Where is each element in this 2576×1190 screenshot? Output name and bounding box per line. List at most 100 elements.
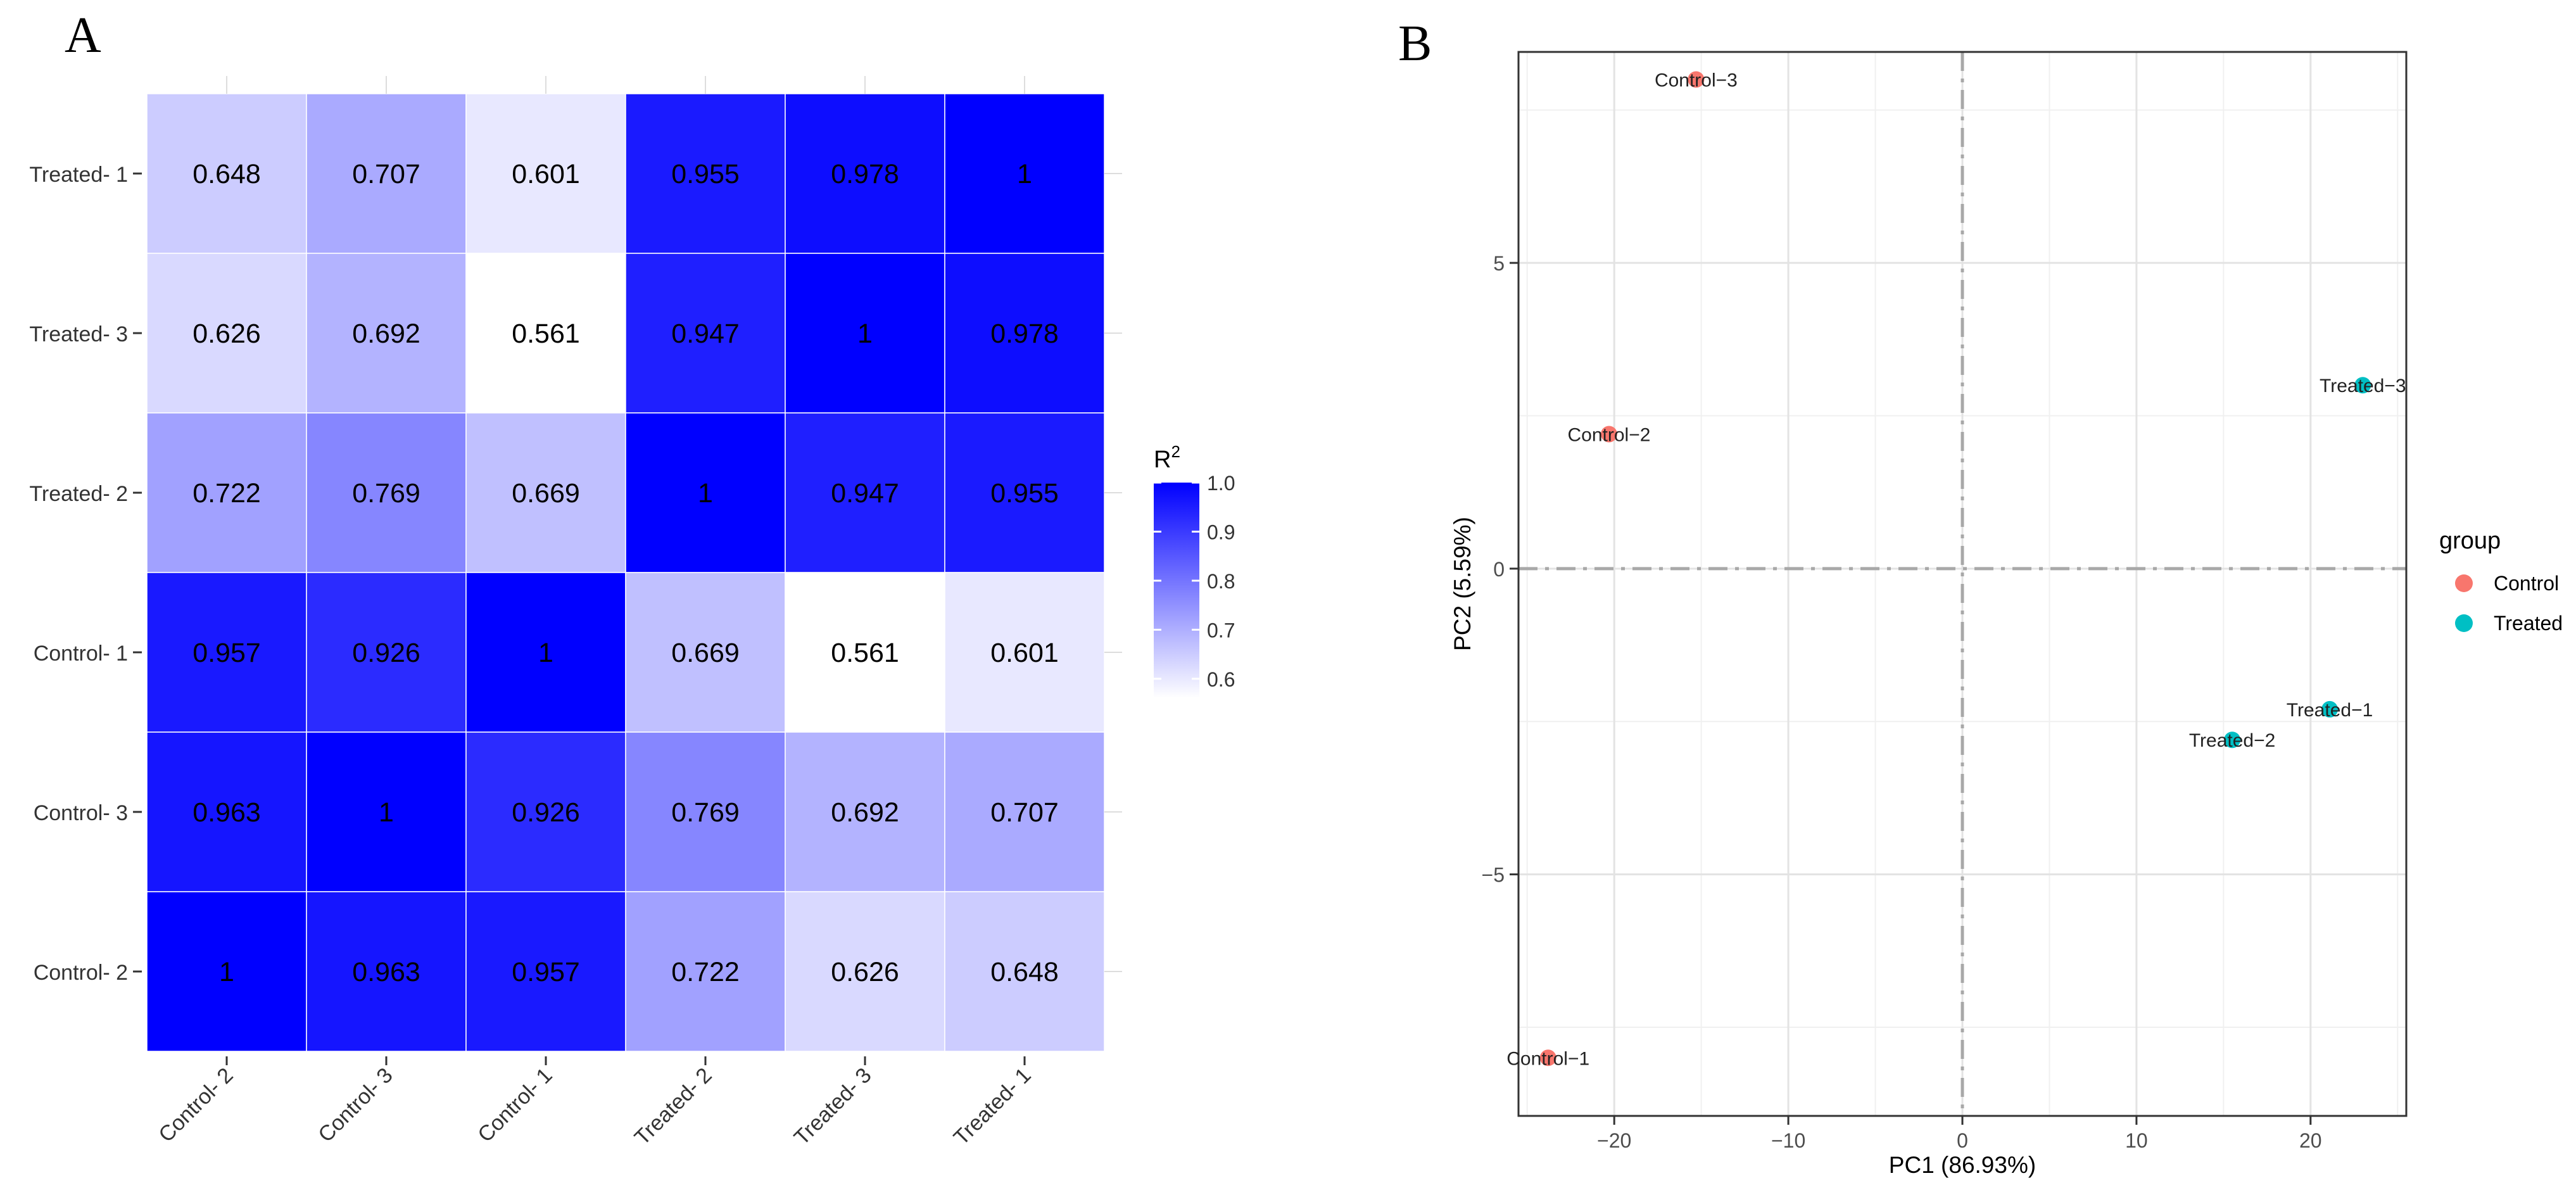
heatmap-panel: A 0.648 0.707 0.601 0.955 0.978 10.626 0.692 0.… <box>29 8 1235 1150</box>
heatmap-cell-treated-2-treated-1 <box>944 412 1105 573</box>
column-label-control-2: Control- 2 <box>154 1063 237 1147</box>
heatmap-value-label: 0.561 <box>512 319 580 349</box>
point-label-control-1: Control−1 <box>1506 1048 1589 1069</box>
colorbar-tick-label: 0.6 <box>1207 668 1235 691</box>
legend-key-control <box>2455 574 2473 592</box>
row-label-control-3: Control- 3 <box>34 801 128 825</box>
y-tick-label: 0 <box>1493 558 1505 581</box>
colorbar-title-main: R <box>1154 446 1171 473</box>
column-label-control-1: Control- 1 <box>473 1063 557 1147</box>
heatmap-value-label: 0.963 <box>352 957 420 987</box>
heatmap-cell-treated-1-treated-1 <box>944 93 1105 254</box>
column-label-control-3: Control- 3 <box>313 1063 397 1147</box>
heatmap-value-label: 0.978 <box>990 319 1059 349</box>
point-control-2 <box>1600 426 1617 443</box>
y-tick-label: −5 <box>1482 864 1505 887</box>
heatmap-cell-control-1-control-2 <box>146 572 307 733</box>
heatmap-value-label: 0.926 <box>352 638 420 668</box>
pca-zero-lines <box>1518 52 2406 1116</box>
heatmap-cell-treated-2-treated-3 <box>785 412 945 573</box>
heatmap-cells: 0.648 0.707 0.601 0.955 0.978 1 0.626 0.692 0.56… <box>146 93 1105 1052</box>
heatmap-cell-treated-3-treated-1 <box>944 253 1105 414</box>
heatmap-value-label: 1 <box>698 478 713 509</box>
heatmap-value-label: 0.692 <box>352 319 420 349</box>
point-treated-1 <box>2321 700 2339 718</box>
heatmap-value-label: 0.648 <box>990 957 1059 987</box>
heatmap-value-label: 0.947 <box>671 319 740 349</box>
colorbar-ticks: 1.0 0.9 0.8 0.7 0.6 <box>1154 472 1235 691</box>
point-label-treated-1: Treated−1 <box>2287 700 2373 721</box>
heatmap-value-label: 0.769 <box>352 478 420 509</box>
heatmap-value-label: 0.955 <box>671 159 740 189</box>
heatmap-cell-control-3-treated-2 <box>625 731 786 892</box>
heatmap-value-label: 0.707 <box>352 159 420 189</box>
heatmap-value-label: 0.978 <box>831 159 899 189</box>
heatmap-cell-control-2-treated-3 <box>785 891 945 1052</box>
point-control-3 <box>1688 71 1705 88</box>
heatmap-value-label: 0.957 <box>193 638 261 668</box>
column-label-treated-3: Treated- 3 <box>790 1063 876 1150</box>
heatmap-cell-treated-1-control-3 <box>306 93 467 254</box>
panel-b-label: B <box>1398 16 1432 72</box>
heatmap-value-label: 0.669 <box>512 478 580 509</box>
point-label-treated-3: Treated−3 <box>2320 376 2406 396</box>
heatmap-value-label: 1 <box>379 797 394 828</box>
point-label-treated-2: Treated−2 <box>2189 730 2275 751</box>
heatmap-value-label: 0.707 <box>990 797 1059 828</box>
heatmap-value-label: 0.722 <box>671 957 740 987</box>
colorbar-tick-label: 0.8 <box>1207 570 1235 593</box>
heatmap-value-label: 0.957 <box>512 957 580 987</box>
heatmap-value-label: 0.947 <box>831 478 899 509</box>
row-label-treated-3: Treated- 3 <box>29 322 128 346</box>
heatmap-value-label: 0.669 <box>671 638 740 668</box>
row-label-treated-1: Treated- 1 <box>29 163 128 187</box>
heatmap-value-label: 1 <box>219 957 234 987</box>
legend-label-treated: Treated <box>2494 612 2563 635</box>
column-label-treated-1: Treated- 1 <box>949 1063 1036 1150</box>
legend-key-treated <box>2455 614 2473 632</box>
heatmap-row-labels: Treated- 1 Treated- 3 Treated- 2 Control- 1… <box>29 163 1122 985</box>
pca-legend: group Control Treated <box>2439 528 2563 635</box>
heatmap-value-label: 1 <box>857 319 873 349</box>
heatmap-cell-treated-2-control-2 <box>146 412 307 573</box>
column-label-treated-2: Treated- 2 <box>630 1063 717 1150</box>
y-axis-title: PC2 (5.59%) <box>1449 517 1475 651</box>
heatmap-cell-control-3-treated-3 <box>785 731 945 892</box>
pca-x-axis-ticks: −20 −10 0 10 20 <box>1597 1116 2322 1152</box>
point-label-control-3: Control−3 <box>1655 70 1738 91</box>
y-tick-label: 5 <box>1493 252 1505 275</box>
heatmap-cell-treated-3-control-2 <box>146 253 307 414</box>
point-label-control-2: Control−2 <box>1567 424 1650 445</box>
heatmap-value-label: 0.926 <box>512 797 580 828</box>
x-tick-label: 0 <box>1957 1129 1968 1152</box>
heatmap-cell-treated-1-treated-2 <box>625 93 786 254</box>
heatmap-cell-control-3-control-3 <box>306 731 467 892</box>
pca-panel: B −20 −10 0 10 20 −505 Control−1Control−2Con… <box>1398 16 2563 1178</box>
heatmap-value-label: 0.955 <box>990 478 1059 509</box>
colorbar-gradient <box>1154 483 1199 698</box>
point-treated-2 <box>2224 731 2241 749</box>
heatmap-value-label: 0.648 <box>193 159 261 189</box>
heatmap-cell-treated-1-control-2 <box>146 93 307 254</box>
x-tick-label: 20 <box>2299 1129 2322 1152</box>
point-control-1 <box>1539 1049 1556 1067</box>
heatmap-value-label: 0.963 <box>193 797 261 828</box>
heatmap-value-label: 0.626 <box>193 319 261 349</box>
colorbar-tick-label: 0.7 <box>1207 619 1235 642</box>
colorbar-tick-label: 0.9 <box>1207 521 1235 543</box>
heatmap-cell-control-2-control-2 <box>146 891 307 1052</box>
heatmap-value-label: 1 <box>538 638 553 668</box>
heatmap-cell-treated-2-treated-2 <box>625 412 786 573</box>
heatmap-value-label: 0.692 <box>831 797 899 828</box>
x-tick-label: −20 <box>1597 1129 1631 1152</box>
heatmap-value-label: 0.601 <box>990 638 1059 668</box>
heatmap-cell-control-3-control-1 <box>465 731 626 892</box>
colorbar-tick-label: 1.0 <box>1207 472 1235 495</box>
heatmap-value-label: 1 <box>1017 159 1032 189</box>
heatmap-cell-treated-1-treated-3 <box>785 93 945 254</box>
legend-label-control: Control <box>2494 572 2559 595</box>
heatmap-cell-control-1-control-3 <box>306 572 467 733</box>
heatmap-cell-control-2-treated-2 <box>625 891 786 1052</box>
colorbar-title-sup: 2 <box>1171 442 1180 461</box>
